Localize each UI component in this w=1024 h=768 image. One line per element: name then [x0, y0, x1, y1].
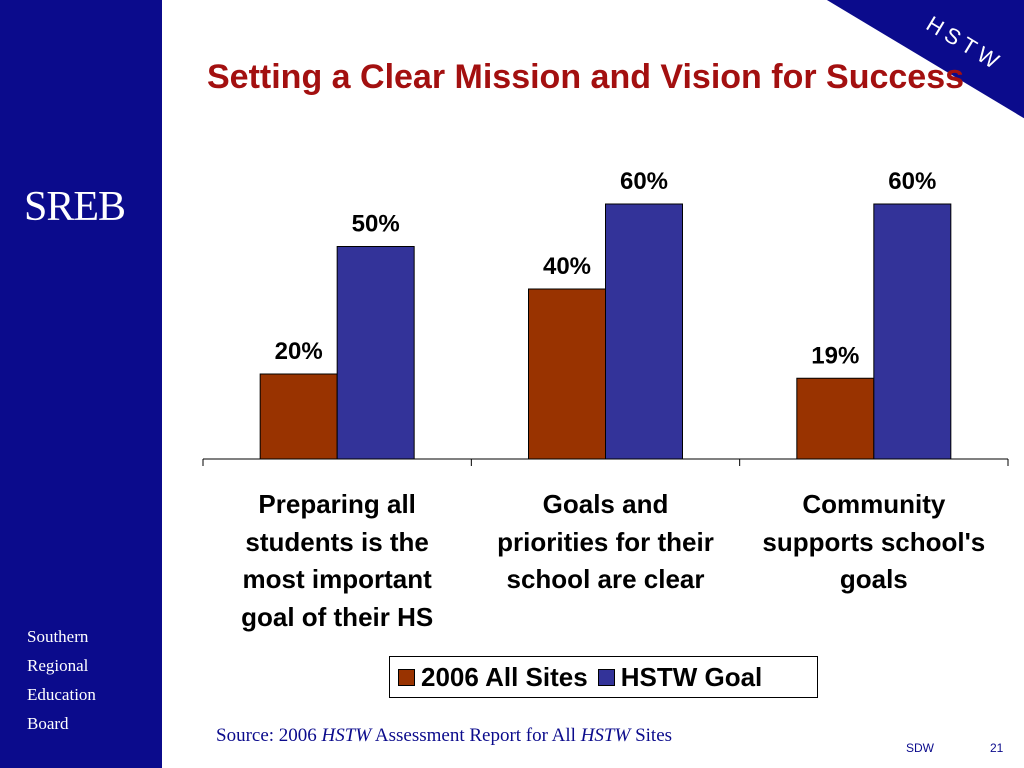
- source-italic: HSTW: [321, 725, 372, 746]
- data-label: 60%: [888, 168, 936, 195]
- data-label: 40%: [543, 253, 591, 280]
- source-italic: HSTW: [580, 725, 631, 746]
- org-line: Education: [27, 685, 96, 704]
- bar-goal-1: [605, 203, 683, 460]
- sidebar: SREB Southern Regional Education Board: [0, 0, 162, 768]
- category-label-line: Community: [802, 489, 946, 519]
- bar-goal-0: [336, 246, 415, 460]
- source-text: Sites: [630, 725, 673, 746]
- sreb-logo: SREB: [24, 184, 126, 230]
- slide-title: Setting a Clear Mission and Vision for S…: [207, 58, 965, 96]
- category-label-line: Goals and: [542, 489, 669, 519]
- hstw-corner-badge: HSTW: [824, 0, 1024, 120]
- footer-author: SDW: [906, 741, 934, 755]
- data-label: 50%: [352, 211, 400, 238]
- bar-2006-0: [259, 373, 338, 460]
- category-label-line: school are clear: [506, 564, 705, 594]
- data-label: 60%: [620, 168, 668, 195]
- category-label-line: goals: [839, 564, 908, 594]
- page-number: 21: [990, 741, 1004, 755]
- category-label: Goals and priorities for their school are …: [486, 486, 726, 599]
- category-label-line: students is the: [245, 526, 429, 557]
- legend-item-goal: HSTW Goal: [597, 661, 763, 693]
- sidebar-divider: [162, 0, 165, 768]
- category-label-line: most important: [242, 564, 432, 594]
- source-text: Source: 2006: [216, 725, 322, 746]
- legend-label-goal: HSTW Goal: [620, 661, 763, 692]
- source-text: Assessment Report for All: [371, 725, 581, 746]
- category-label-line: priorities for their: [497, 526, 714, 557]
- category-label-line: Preparing all: [258, 489, 416, 519]
- bar-2006-2: [796, 377, 875, 460]
- category-label: Preparing all students is the most importa…: [217, 486, 457, 636]
- category-label-line: goal of their HS: [241, 601, 434, 632]
- data-label: 20%: [275, 338, 323, 365]
- bar-goal-2: [873, 203, 952, 460]
- data-label: 19%: [811, 342, 859, 369]
- source-note: Source: 2006 HSTW Assessment Report for …: [216, 725, 672, 747]
- chart-legend: 2006 All Sites HSTW Goal: [389, 656, 818, 698]
- legend-label-2006: 2006 All Sites: [421, 661, 588, 692]
- organization-name: Southern Regional Education Board: [27, 622, 96, 738]
- bar-2006-1: [528, 288, 606, 460]
- legend-swatch-goal: [597, 668, 615, 686]
- category-label-line: supports school's: [762, 526, 986, 557]
- org-line: Regional: [27, 656, 89, 675]
- legend-swatch-2006: [398, 668, 415, 686]
- org-line: Board: [27, 714, 69, 733]
- legend-item-2006: 2006 All Sites: [398, 662, 588, 693]
- org-line: Southern: [27, 627, 89, 646]
- category-label: Community supports school's goals: [754, 486, 994, 599]
